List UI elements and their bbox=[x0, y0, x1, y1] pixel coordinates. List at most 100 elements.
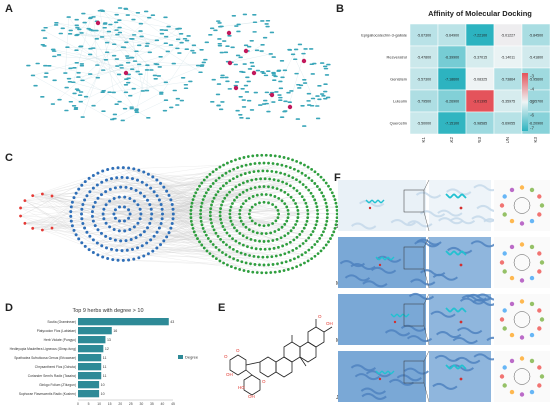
bar-value: 11 bbox=[103, 365, 107, 369]
bar-label: Chrysanthemi Flos (Ochuta) bbox=[35, 365, 76, 369]
bar bbox=[78, 354, 102, 362]
bar bbox=[78, 345, 104, 353]
heatmap-cell-value: -7.22100 bbox=[473, 33, 487, 37]
panel-label-b: B bbox=[336, 3, 344, 15]
bar-label: Herb Violate (Pungyo) bbox=[44, 338, 76, 342]
panel-label-c: C bbox=[5, 152, 13, 164]
panel-label-f: F bbox=[334, 172, 341, 184]
heatmap-cell-value: -5.67300 bbox=[417, 33, 431, 37]
panel-label-d: D bbox=[5, 302, 13, 314]
heatmap-cell-value: -5.73864 bbox=[501, 77, 515, 81]
bar-x-tick: 40 bbox=[161, 402, 165, 405]
panel-a-network bbox=[26, 7, 331, 127]
bar-label: Scutia (Gramineae) bbox=[47, 320, 76, 324]
heatmap-scale-tick: -5 bbox=[530, 100, 534, 105]
bar-value: 11 bbox=[103, 356, 107, 360]
bar bbox=[78, 363, 102, 371]
heatmap-cell-value: -5.01227 bbox=[501, 33, 515, 37]
bar-value: 43 bbox=[170, 320, 174, 324]
heatmap-row-label: Resveratrol bbox=[387, 55, 408, 60]
binding-site-zoom bbox=[429, 351, 491, 402]
panel-b-heatmap: Affinity of Molecular Docking Epigalloca… bbox=[361, 9, 551, 143]
bar-label: Spathodea Sufruticosa Genus (Ericaceae) bbox=[14, 356, 76, 360]
bar-value: 10 bbox=[101, 383, 105, 387]
heatmap-cell-value: -7.15100 bbox=[445, 121, 459, 125]
heatmap-cell-value: -5.84500 bbox=[529, 33, 543, 37]
bar-value: 13 bbox=[107, 338, 111, 342]
svg-text:O: O bbox=[224, 354, 228, 359]
zoom-box bbox=[403, 189, 425, 213]
bar-x-tick: 20 bbox=[118, 402, 122, 405]
bar-chart-title: Top 9 herbs with degree > 10 bbox=[72, 308, 143, 314]
bar-label: Coriander Semi's Radix (Tasaira) bbox=[28, 374, 76, 378]
bar-value: 16 bbox=[113, 329, 117, 333]
bar bbox=[78, 336, 106, 344]
heatmap-cell-value: -5.64900 bbox=[445, 33, 459, 37]
panel-label-a: A bbox=[5, 3, 13, 15]
heatmap-scale-tick: -4 bbox=[530, 87, 534, 92]
heatmap-cell-value: -5.57300 bbox=[417, 77, 431, 81]
docking-row-jun bbox=[338, 179, 550, 232]
legend-swatch bbox=[178, 355, 183, 359]
bar-x-tick: 15 bbox=[108, 402, 112, 405]
heatmap-scale-tick: -6 bbox=[530, 113, 534, 118]
heatmap-scale-tick: -3 bbox=[530, 74, 534, 79]
svg-text:OH: OH bbox=[226, 372, 233, 377]
bar-value: 12 bbox=[105, 347, 109, 351]
legend-label: Degree bbox=[185, 355, 199, 360]
bar bbox=[78, 327, 112, 335]
heatmap-cell-value: -5.95700 bbox=[529, 99, 543, 103]
bar bbox=[78, 318, 169, 326]
protein-overview bbox=[338, 294, 426, 345]
heatmap-cell-value: -5.79500 bbox=[417, 99, 431, 103]
heatmap-col-label: MAPK1 bbox=[421, 137, 426, 143]
svg-text:OH: OH bbox=[326, 321, 333, 326]
heatmap-cell-value: -7.18600 bbox=[445, 77, 459, 81]
heatmap-cell-value: -6.26900 bbox=[445, 99, 459, 103]
bar bbox=[78, 381, 100, 389]
bar-label: Ginkgo Folium (Z'ilurgun) bbox=[39, 383, 76, 387]
bar-x-tick: 0 bbox=[77, 402, 79, 405]
panel-c-network bbox=[19, 153, 339, 275]
svg-text:O: O bbox=[318, 314, 322, 319]
heatmap-cell-value: -5.47800 bbox=[417, 55, 431, 59]
docking-row-mapk1 bbox=[338, 236, 550, 289]
bar-x-tick: 5 bbox=[88, 402, 90, 405]
bar bbox=[78, 372, 102, 380]
heatmap-title: Affinity of Molecular Docking bbox=[428, 9, 532, 18]
bar-value: 10 bbox=[101, 392, 105, 396]
heatmap-col-label: MAPK3 bbox=[533, 137, 538, 143]
heatmap-cell-value: -6.39900 bbox=[445, 55, 459, 59]
svg-text:O: O bbox=[262, 379, 266, 384]
bar-label: Hedleyupia Mauleifera Ligneous (Ginsp-fu… bbox=[10, 347, 76, 351]
heatmap-col-label: TP53 bbox=[477, 137, 482, 143]
panel-f-docking: JUNMAPK1MAPK3JAK2 bbox=[336, 178, 552, 411]
docking-row-mapk3 bbox=[338, 292, 550, 346]
heatmap-cell-value: -5.41800 bbox=[529, 55, 543, 59]
heatmap-col-label: JAK2 bbox=[449, 137, 454, 143]
heatmap-col-label: JUN bbox=[505, 137, 510, 143]
bar-x-tick: 30 bbox=[139, 402, 143, 405]
bar-x-tick: 45 bbox=[171, 402, 175, 405]
bar-x-tick: 10 bbox=[97, 402, 101, 405]
bar-x-tick: 25 bbox=[129, 402, 133, 405]
heatmap-color-scale bbox=[522, 73, 528, 131]
heatmap-cell-value: -5.08325 bbox=[473, 77, 487, 81]
heatmap-row-label: Luteolin bbox=[393, 99, 407, 104]
heatmap-cell-value: -5.50000 bbox=[417, 121, 431, 125]
zoom-box bbox=[403, 303, 425, 327]
heatmap-cell-value: -5.37015 bbox=[473, 55, 487, 59]
docking-row-jak2 bbox=[338, 350, 550, 403]
svg-text:HO: HO bbox=[238, 385, 245, 390]
bar-label: Sophorae Flavescentis Radix (Kushen) bbox=[19, 392, 76, 396]
zoom-box bbox=[403, 360, 425, 384]
svg-text:OH: OH bbox=[248, 394, 255, 399]
zoom-box bbox=[403, 246, 425, 270]
heatmap-cell-value: -5.35975 bbox=[501, 99, 515, 103]
binding-site-zoom bbox=[429, 237, 491, 288]
heatmap-cell-value: -6.20900 bbox=[529, 121, 543, 125]
heatmap-cell-value: -3.01395 bbox=[473, 99, 487, 103]
heatmap-scale-tick: -7 bbox=[530, 126, 534, 131]
heatmap-row-label: Genistein bbox=[390, 77, 407, 82]
